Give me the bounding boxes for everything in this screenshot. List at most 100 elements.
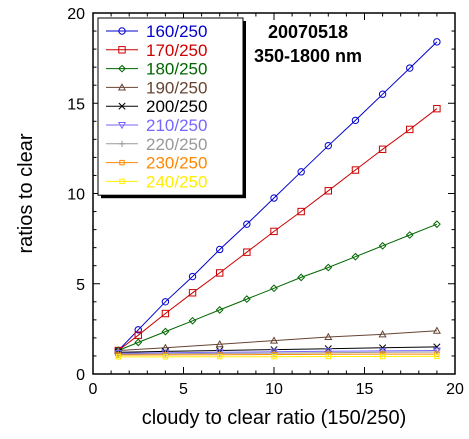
series-line — [117, 41, 438, 351]
legend-swatch-marker — [117, 121, 127, 130]
annotation-date: 20070518 — [268, 22, 348, 42]
data-point — [134, 331, 142, 339]
data-point — [324, 332, 333, 341]
data-point — [243, 248, 251, 256]
x-tick-label: 20 — [446, 381, 464, 398]
x-axis-label: cloudy to clear ratio (150/250) — [142, 407, 407, 429]
data-point — [432, 326, 441, 334]
data-point — [378, 145, 387, 153]
legend-label: 170/250 — [146, 41, 207, 60]
data-point — [379, 353, 386, 360]
data-point — [324, 141, 332, 150]
legend-entry: 200/250 — [106, 97, 207, 116]
legend-label: 240/250 — [146, 172, 207, 191]
legend-swatch-marker — [119, 178, 125, 185]
data-point — [324, 348, 333, 356]
series-line — [118, 330, 437, 351]
data-point — [324, 187, 333, 195]
data-point — [134, 338, 143, 347]
data-point — [406, 64, 414, 72]
x-tick-label: 5 — [179, 381, 188, 398]
series-240-250 — [115, 353, 440, 360]
data-point — [161, 298, 170, 306]
series-line — [118, 355, 437, 358]
y-axis-label: ratios to clear — [15, 133, 37, 253]
data-point — [324, 263, 333, 272]
legend-label: 200/250 — [146, 97, 207, 116]
legend-swatch-marker — [118, 46, 126, 54]
data-point — [134, 326, 142, 334]
data-point — [188, 316, 197, 325]
data-point — [434, 353, 440, 360]
y-tick-label: 20 — [67, 6, 85, 23]
data-point — [405, 231, 414, 239]
legend-entry: 190/250 — [106, 78, 207, 97]
legend-swatch-marker — [117, 83, 127, 91]
data-point — [433, 104, 441, 113]
data-point — [242, 295, 251, 304]
data-point — [161, 327, 170, 336]
legend-swatch-marker — [118, 140, 126, 147]
data-point — [378, 330, 387, 338]
legend-entry: 220/250 — [106, 135, 207, 154]
y-tick-label: 10 — [67, 187, 85, 204]
data-point — [297, 273, 306, 282]
data-point — [215, 306, 224, 314]
data-point — [188, 289, 197, 297]
data-point — [215, 339, 224, 348]
legend-swatch-marker — [119, 159, 125, 166]
y-tick-label: 5 — [76, 277, 85, 294]
data-point — [325, 353, 332, 360]
data-point — [271, 353, 277, 360]
data-point — [378, 241, 387, 250]
y-tick-label: 0 — [76, 367, 85, 384]
legend-label: 220/250 — [146, 135, 207, 154]
data-marks — [114, 38, 441, 360]
data-point — [162, 354, 169, 360]
series-180-250 — [114, 220, 441, 355]
data-point — [114, 350, 123, 358]
series-line — [118, 223, 438, 351]
legend-label: 160/250 — [146, 22, 207, 41]
data-point — [270, 284, 278, 293]
legend-label: 190/250 — [146, 78, 207, 97]
annotation-wavelength-range: 350-1800 nm — [254, 46, 362, 66]
legend-swatch-marker — [118, 64, 126, 73]
x-tick-label: 15 — [356, 381, 374, 398]
data-point — [270, 227, 278, 236]
data-point — [216, 269, 224, 277]
data-point — [216, 245, 224, 254]
legend-entry: 170/250 — [106, 41, 207, 60]
data-point — [161, 309, 170, 318]
series-line — [117, 108, 438, 351]
data-point — [351, 116, 360, 125]
data-point — [270, 194, 278, 202]
data-point — [188, 272, 197, 281]
legend-entry: 210/250 — [106, 116, 207, 135]
x-tick-label: 0 — [89, 381, 98, 398]
data-point — [378, 347, 387, 356]
data-point — [269, 336, 279, 344]
legend: 160/250170/250180/250190/250200/250210/2… — [97, 17, 246, 199]
series-170-250 — [114, 104, 441, 355]
legend-label: 230/250 — [146, 154, 207, 173]
data-point — [115, 354, 122, 360]
y-tick-label: 15 — [67, 96, 85, 113]
data-point — [433, 38, 441, 46]
data-point — [351, 252, 360, 261]
data-point — [432, 347, 441, 355]
data-point — [406, 125, 414, 134]
data-point — [297, 207, 305, 216]
x-tick-label: 10 — [265, 381, 283, 398]
data-point — [432, 220, 441, 229]
legend-entry: 160/250 — [106, 22, 207, 41]
legend-label: 210/250 — [146, 116, 207, 135]
legend-entry: 230/250 — [106, 154, 207, 173]
legend-entry: 180/250 — [106, 60, 207, 79]
legend-swatch-marker — [118, 102, 126, 110]
data-point — [378, 90, 387, 98]
axis-ticks: 0 5 10 15 20 0 5 10 15 20 — [67, 6, 464, 398]
legend-swatch-marker — [118, 27, 126, 35]
data-point — [243, 220, 251, 228]
